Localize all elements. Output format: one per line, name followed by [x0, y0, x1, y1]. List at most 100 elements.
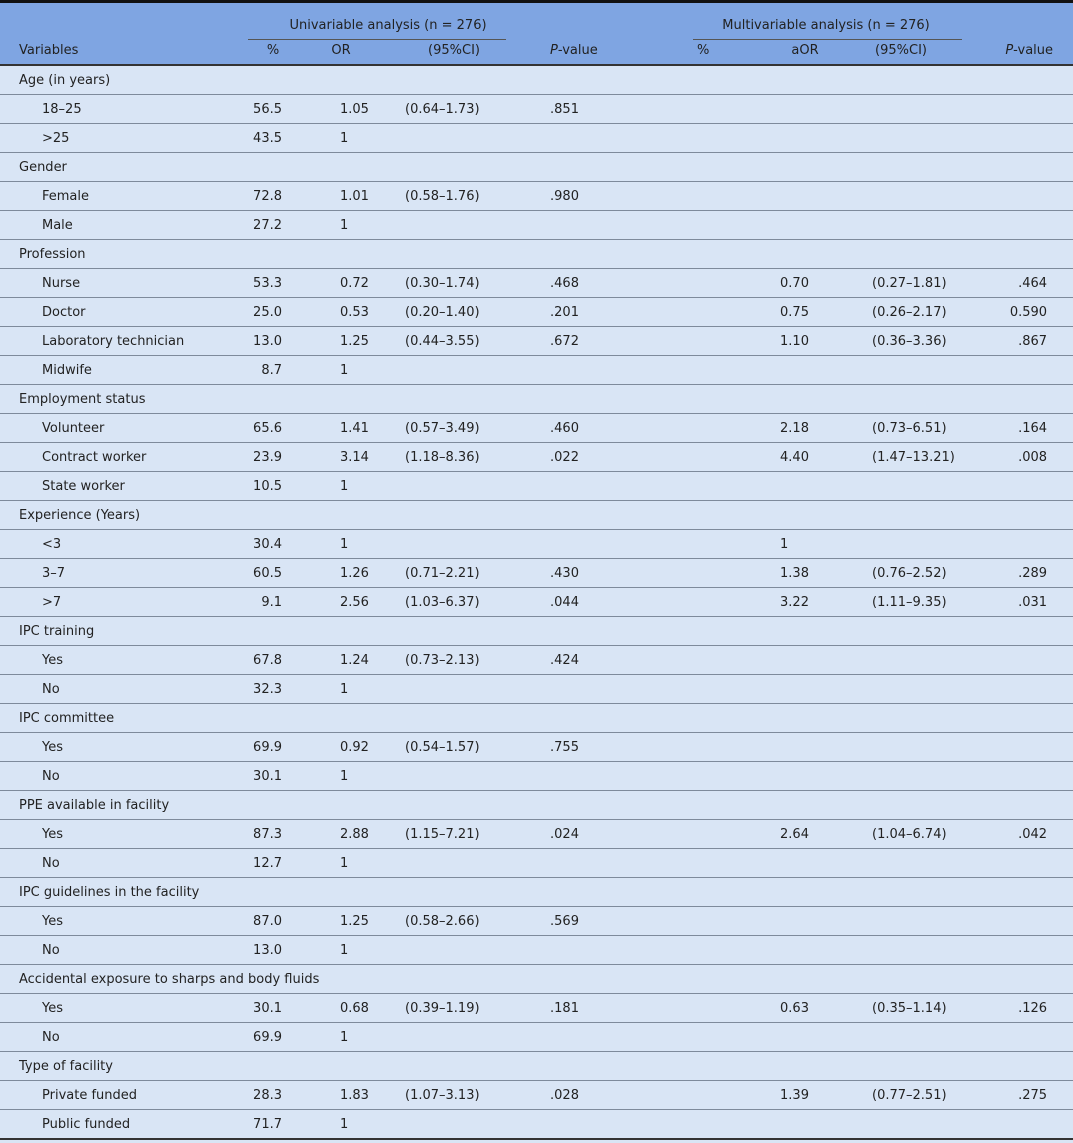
group-label: PPE available in facility	[0, 790, 248, 820]
cell-aci	[850, 355, 963, 385]
header-row-columns: Variables % OR (95%CI) P-value % aOR (95…	[0, 37, 1073, 66]
variable-label: No	[0, 674, 248, 704]
cell-or: 1	[312, 471, 390, 501]
cell-ci: (1.18–8.36)	[390, 442, 529, 472]
variable-label: Private funded	[0, 1080, 248, 1110]
variable-label: Female	[0, 181, 248, 211]
table-row: Yes 87.0 1.25 (0.58–2.66) .569	[0, 906, 1073, 936]
cell-aci	[850, 239, 963, 269]
cell-p-value: .468	[528, 268, 691, 298]
group-label: IPC committee	[0, 703, 248, 733]
cell-p-value	[528, 848, 691, 878]
cell-a-p-value	[962, 384, 1073, 414]
cell-m-pct	[690, 645, 761, 675]
table-row: Laboratory technician 13.0 1.25 (0.44–3.55)…	[0, 326, 1073, 356]
cell-pct: 71.7	[248, 1109, 312, 1140]
cell-pct	[248, 616, 312, 646]
cell-ci	[390, 529, 529, 559]
cell-pct: 9.1	[248, 587, 312, 617]
cell-aor: 2.64	[760, 819, 851, 849]
cell-aor	[760, 732, 851, 762]
cell-pct	[248, 1051, 312, 1081]
cell-aci: (1.11–9.35)	[850, 587, 963, 617]
cell-m-pct	[690, 877, 761, 907]
cell-m-pct	[690, 790, 761, 820]
table-row: No 69.9 1	[0, 1022, 1073, 1052]
cell-p-value	[528, 761, 691, 791]
cell-ci	[390, 935, 529, 965]
cell-m-pct	[690, 123, 761, 153]
cell-aor	[760, 500, 851, 530]
variable-label: Yes	[0, 819, 248, 849]
cell-aor	[760, 471, 851, 501]
cell-aor: 1.39	[760, 1080, 851, 1110]
cell-aor	[760, 877, 851, 907]
cell-a-p-value	[962, 761, 1073, 791]
variable-label: Male	[0, 210, 248, 240]
cell-m-pct	[690, 500, 761, 530]
group-row: Type of facility	[0, 1051, 1073, 1081]
cell-aci: (0.36–3.36)	[850, 326, 963, 356]
cell-or	[312, 790, 390, 820]
table-row: 3–7 60.5 1.26 (0.71–2.21) .430 1.38 (0.76–2.52…	[0, 558, 1073, 588]
cell-aor: 1.10	[760, 326, 851, 356]
cell-p-value	[528, 877, 691, 907]
col-p: P-value	[528, 37, 691, 66]
col-mp: P-value	[962, 37, 1073, 66]
table-row: No 12.7 1	[0, 848, 1073, 878]
table-row: State worker 10.5 1	[0, 471, 1073, 501]
cell-aci	[850, 935, 963, 965]
variable-label: Yes	[0, 645, 248, 675]
cell-pct: 69.9	[248, 1022, 312, 1052]
cell-aci	[850, 732, 963, 762]
cell-or	[312, 65, 390, 95]
cell-pct: 30.4	[248, 529, 312, 559]
cell-pct: 27.2	[248, 210, 312, 240]
cell-or: 1	[312, 210, 390, 240]
cell-aor: 0.63	[760, 993, 851, 1023]
table-row: Yes 87.3 2.88 (1.15–7.21) .024 2.64 (1.04–6.74…	[0, 819, 1073, 849]
cell-aci	[850, 500, 963, 530]
cell-ci: (0.58–1.76)	[390, 181, 529, 211]
cell-p-value: .569	[528, 906, 691, 936]
cell-m-pct	[690, 935, 761, 965]
cell-or: 1	[312, 848, 390, 878]
cell-a-p-value	[962, 1109, 1073, 1140]
cell-ci: (0.64–1.73)	[390, 94, 529, 124]
cell-p-value	[528, 616, 691, 646]
cell-m-pct	[690, 355, 761, 385]
cell-ci: (0.44–3.55)	[390, 326, 529, 356]
cell-p-value: .460	[528, 413, 691, 443]
group-row: Experience (Years)	[0, 500, 1073, 530]
cell-p-value: .424	[528, 645, 691, 675]
cell-aci	[850, 790, 963, 820]
cell-a-p-value: .164	[962, 413, 1073, 443]
cell-aci	[850, 529, 963, 559]
cell-m-pct	[690, 152, 761, 182]
cell-a-p-value: .289	[962, 558, 1073, 588]
cell-ci	[390, 848, 529, 878]
cell-pct: 13.0	[248, 326, 312, 356]
cell-or: 1.25	[312, 326, 390, 356]
cell-m-pct	[690, 94, 761, 124]
cell-aor	[760, 384, 851, 414]
cell-ci: (1.15–7.21)	[390, 819, 529, 849]
cell-p-value	[528, 1022, 691, 1052]
cell-or: 0.92	[312, 732, 390, 762]
cell-or: 1	[312, 761, 390, 791]
cell-aor	[760, 964, 851, 994]
table-row: 18–25 56.5 1.05 (0.64–1.73) .851	[0, 94, 1073, 124]
cell-or: 1.24	[312, 645, 390, 675]
variable-label: No	[0, 1022, 248, 1052]
cell-pct: 30.1	[248, 993, 312, 1023]
table-row: Doctor 25.0 0.53 (0.20–1.40) .201 0.75 (0.26–2…	[0, 297, 1073, 327]
cell-or: 1	[312, 123, 390, 153]
cell-aor	[760, 152, 851, 182]
cell-m-pct	[690, 529, 761, 559]
cell-a-p-value: 0.590	[962, 297, 1073, 327]
header-row-groups: Univariable analysis (n = 276) Multivari…	[0, 3, 1073, 40]
cell-aci	[850, 94, 963, 124]
cell-or	[312, 877, 390, 907]
cell-m-pct	[690, 848, 761, 878]
cell-ci: (0.71–2.21)	[390, 558, 529, 588]
